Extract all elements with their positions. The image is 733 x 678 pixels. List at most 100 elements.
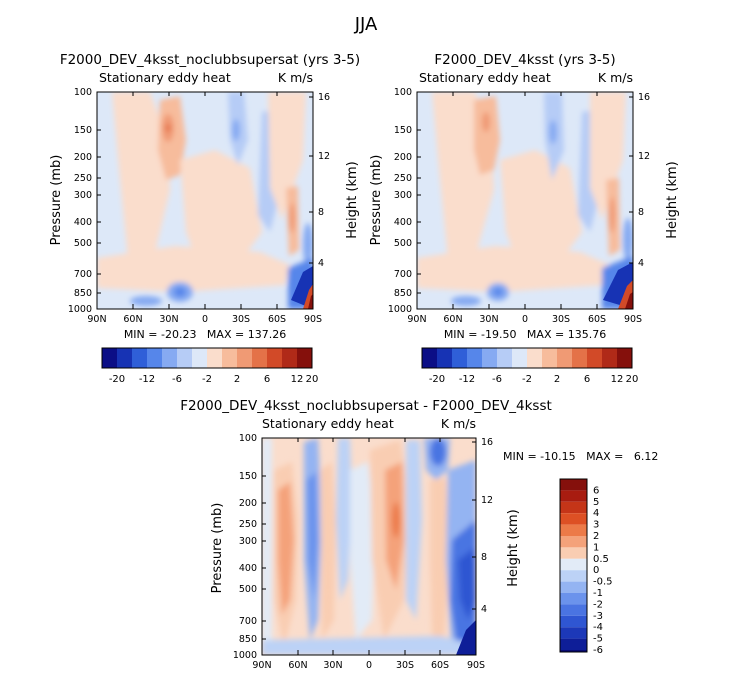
panel-a-y-ticks: [97, 91, 313, 310]
panel-a-x-label-1: 90N: [87, 314, 106, 325]
panel-b-y2-label-4: 4: [638, 258, 644, 269]
panel-a-colorbar-swatch-14: [297, 348, 312, 368]
panel-a-field: [97, 92, 313, 309]
panel-b-axes: 90N 60N 30N 0 30S 60S 90S 100 150 200 25…: [369, 87, 680, 341]
panel-b-subtitle-right: K m/s: [598, 70, 633, 85]
panel-b-y-label-10: 1000: [388, 304, 412, 315]
panel-a-x-label-5: 30S: [232, 314, 250, 325]
panel-c-y-label-5: 300: [239, 536, 257, 547]
panel-a-colorbar-swatch-13: [282, 348, 297, 368]
panel-c-y-label-3: 200: [239, 498, 257, 509]
panel-b-mid-warm: [500, 150, 582, 270]
panel-b-y-label-5: 300: [394, 190, 412, 201]
panel-b-y-ticks: [417, 91, 633, 310]
panel-c: F2000_DEV_4ksst_noclubbsupersat - F2000_…: [180, 398, 658, 671]
panel-c-y-label-10: 1000: [233, 650, 257, 661]
panel-c-subtitle-right: K m/s: [441, 416, 476, 431]
panel-c-colorbar-swatch-4: [560, 513, 587, 525]
panel-b-surface-cool: [451, 296, 481, 306]
panel-b-colorbar-swatch-3: [452, 348, 467, 368]
panel-a-y-label-4: 250: [74, 173, 92, 184]
panel-c-warm-core-3: [392, 502, 400, 538]
panel-c-y-label-9: 850: [239, 634, 257, 645]
panel-a-colorbar-label-6: 6: [264, 374, 270, 385]
panel-c-colorbar-label-2: 5: [593, 497, 599, 508]
panel-b-colorbar-swatch-13: [602, 348, 617, 368]
panel-c-y-label-1: 100: [239, 433, 257, 444]
panel-b-colorbar-swatch-6: [497, 348, 512, 368]
panel-b-colorbar-label-4: -2: [522, 374, 532, 385]
panel-c-y2label: Height (km): [506, 509, 521, 586]
panel-c-colorbar-swatch-9: [560, 570, 587, 582]
panel-c-x-label-5: 30S: [396, 660, 414, 671]
panel-c-y-label-6: 400: [239, 563, 257, 574]
panel-c-y-label-2: 150: [239, 471, 257, 482]
panel-b-top-right-warm: [590, 92, 626, 220]
panel-a-polar-hotspot: [308, 294, 313, 309]
panel-a-y-label-9: 850: [74, 288, 92, 299]
panel-a-colorbar-swatch-3: [132, 348, 147, 368]
panel-b-y-label-3: 200: [394, 152, 412, 163]
panel-b-y-label-6: 400: [394, 217, 412, 228]
panel-c-warm-right: [430, 478, 450, 640]
panel-c-warm-core-1: [278, 482, 294, 615]
panel-c-cool-band-2: [336, 438, 352, 600]
panel-c-colorbar-label-12: -3: [593, 611, 603, 622]
panel-c-y-label-8: 700: [239, 616, 257, 627]
panel-a-y2-label-1: 16: [318, 92, 330, 103]
panel-b-y2label: Height (km): [665, 161, 680, 238]
panel-b-colorbar-swatch-1: [422, 348, 437, 368]
panel-b-x-label-2: 60N: [443, 314, 462, 325]
panel-c-colorbar-swatch-1: [560, 479, 587, 491]
panel-b-colorbar-label-3: -6: [492, 374, 502, 385]
panel-c-colorbar-label-6: 1: [593, 542, 599, 553]
panel-a-colorbar-label-5: 2: [234, 374, 240, 385]
panel-a-colorbar-swatch-7: [192, 348, 207, 368]
panel-a-y2-label-3: 8: [318, 207, 324, 218]
panel-c-x-ticks: [261, 438, 477, 655]
panel-a-colorbar-label-1: -20: [109, 374, 125, 385]
panel-a-y-label-3: 200: [74, 152, 92, 163]
panel-c-colorbar-swatch-13: [560, 615, 587, 628]
panel-c-y-label-4: 250: [239, 519, 257, 530]
panel-a-mid-warm: [180, 150, 262, 270]
panel-c-colorbar-label-13: -4: [593, 622, 603, 633]
panel-b-cool-core: [549, 120, 557, 144]
panel-a-colorbar-swatch-1: [102, 348, 117, 368]
panel-c-cool-top-core: [430, 438, 446, 466]
panel-c-colorbar-swatch-14: [560, 627, 587, 639]
panel-c-title: F2000_DEV_4ksst_noclubbsupersat - F2000_…: [180, 398, 552, 414]
panel-a-colorbar-swatch-6: [177, 348, 192, 368]
panel-a-warm-band: [112, 92, 170, 285]
panel-c-colorbar-swatch-7: [560, 547, 587, 559]
panel-a-y-label-10: 1000: [68, 304, 92, 315]
panel-a-x-label-7: 90S: [304, 314, 322, 325]
panel-c-colorbar-label-4: 3: [593, 520, 599, 531]
panel-a-lower-warm: [97, 246, 290, 292]
panel-a-y-label-7: 500: [74, 238, 92, 249]
panel-c-colorbar-swatch-5: [560, 524, 587, 536]
panel-b-right-warm-core: [609, 197, 615, 233]
panel-a-x-label-2: 60N: [123, 314, 142, 325]
panel-c-x-label-4: 0: [366, 660, 372, 671]
panel-c-polar-deep: [456, 620, 476, 655]
panel-b: F2000_DEV_4ksst (yrs 3-5) Stationary edd…: [369, 52, 680, 385]
panel-b-colorbar-swatch-4: [467, 348, 482, 368]
panel-c-colorbar-swatch-16: [560, 650, 587, 652]
panel-b-lower-warm: [417, 246, 610, 292]
panel-a-ylabel: Pressure (mb): [49, 155, 64, 246]
panel-a-axes: 90N 60N 30N 0 30S 60S 90S 100 150 200 25…: [49, 87, 360, 341]
panel-b-y-label-1: 100: [394, 87, 412, 98]
panel-b-colorbar-swatch-12: [587, 348, 602, 368]
panel-c-x-label-1: 90N: [252, 660, 271, 671]
panel-c-cool-core-1: [307, 472, 318, 600]
panel-b-warm-core: [482, 112, 490, 132]
panel-a-colorbar-frame: [101, 347, 313, 369]
panel-a-right-warm-core: [289, 203, 295, 233]
panel-b-colorbar-swatch-7: [512, 348, 527, 368]
page-title: JJA: [354, 14, 378, 35]
panel-b-colorbar-label-1: -20: [429, 374, 445, 385]
panel-c-pale-zone: [350, 462, 375, 640]
panel-a-colorbar-swatch-5: [162, 348, 177, 368]
panel-a-y-label-2: 150: [74, 125, 92, 136]
